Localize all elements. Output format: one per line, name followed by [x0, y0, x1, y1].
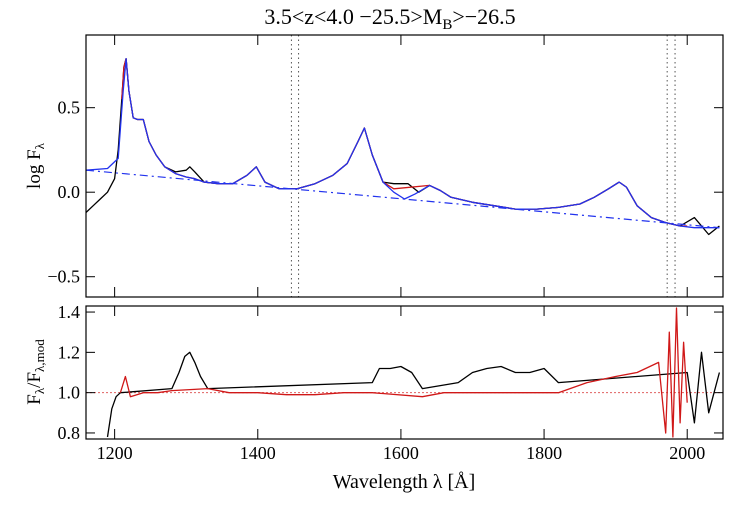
- chart-title: 3.5<z<4.0 −25.5>MB>−26.5: [264, 4, 515, 33]
- title-subscript: B: [442, 17, 452, 33]
- top-ytick-label-2: 0.5: [58, 98, 81, 118]
- bottom-ytick-label-1: 1.0: [58, 383, 81, 403]
- bottom-ylabel-mid: /F: [24, 372, 45, 388]
- xtick-label-4: 2000: [669, 443, 705, 463]
- bottom-ylabel-main: F: [24, 394, 45, 405]
- top-series-0: [85, 58, 720, 236]
- title-range: 3.5<z<4.0 −25.5>M: [264, 4, 442, 29]
- bottom-series-group: [106, 307, 721, 438]
- top-ylabel-main: log F: [24, 149, 45, 189]
- bottom-panel: 0.8 1.0 1.2 1.4 1200 1400 1600 1800 2000 Fλ/Fλ,…: [24, 302, 724, 463]
- bottom-ylabel-sub1: λ: [32, 387, 47, 394]
- bottom-panel-frame: [85, 305, 724, 440]
- xtick-label-2: 1600: [383, 443, 419, 463]
- top-y-axis: −0.5 0.0 0.5: [47, 98, 723, 287]
- top-ylabel-sub: λ: [32, 142, 47, 149]
- top-series-group: [85, 58, 720, 236]
- xtick-label-0: 1200: [97, 443, 133, 463]
- bottom-ytick-label-0: 0.8: [58, 423, 81, 443]
- top-panel-frame: [85, 34, 724, 298]
- bottom-y-axis-label: Fλ/Fλ,mod: [24, 339, 47, 405]
- top-series-3: [85, 169, 720, 229]
- top-x-ticks: [114, 35, 688, 297]
- bottom-series-0: [106, 351, 721, 438]
- top-series-2: [85, 58, 720, 229]
- bottom-ylabel-sub2: λ,mod: [32, 339, 47, 372]
- bottom-ytick-label-3: 1.4: [58, 302, 81, 322]
- bottom-ytick-label-2: 1.2: [58, 342, 81, 362]
- xtick-label-3: 1800: [526, 443, 562, 463]
- x-axis-label: Wavelength λ [Å]: [333, 471, 475, 493]
- title-tail: >−26.5: [452, 4, 515, 29]
- xtick-label-1: 1400: [240, 443, 276, 463]
- top-y-axis-label: log Fλ: [24, 142, 47, 189]
- bottom-series-1: [119, 307, 688, 438]
- x-axis: 1200 1400 1600 1800 2000: [97, 306, 705, 463]
- top-vertical-lines: [290, 35, 676, 297]
- top-panel: −0.5 0.0 0.5 log Fλ: [24, 34, 724, 298]
- top-ytick-label-0: −0.5: [47, 267, 80, 287]
- bottom-y-axis: 0.8 1.0 1.2 1.4: [58, 302, 723, 443]
- top-series-1: [121, 58, 688, 227]
- top-ytick-label-1: 0.0: [58, 182, 81, 202]
